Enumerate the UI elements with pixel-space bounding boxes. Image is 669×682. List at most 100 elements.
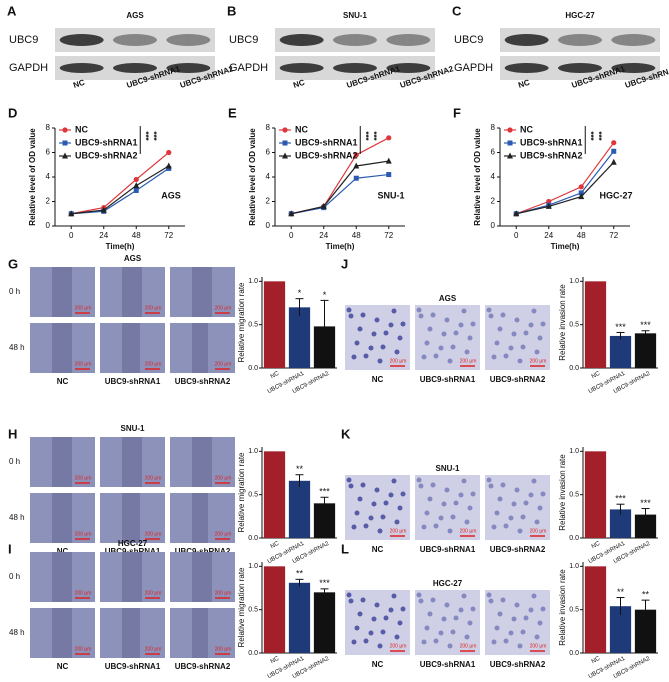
blot-row-label: UBC9 — [229, 34, 258, 46]
cell — [464, 519, 470, 525]
blot-band — [113, 63, 157, 73]
panel-letter: E — [228, 105, 237, 120]
blot-band — [333, 63, 377, 73]
x-tick-label: 72 — [384, 231, 393, 240]
cell — [374, 317, 380, 323]
image-column-label: NC — [372, 375, 384, 384]
y-tick-label: 0.0 — [569, 365, 579, 372]
blot-lane-label: NC — [517, 78, 531, 90]
cell — [494, 340, 500, 346]
significance: *** — [594, 131, 603, 141]
cell — [360, 597, 366, 603]
blot-band — [166, 63, 211, 73]
cell — [388, 607, 394, 613]
cell — [486, 307, 492, 313]
cell — [416, 307, 422, 313]
y-tick-label: 2 — [46, 197, 51, 206]
y-tick-label: 0.0 — [248, 365, 258, 372]
scale-label: 200 μm — [145, 531, 162, 537]
cell — [397, 505, 403, 511]
cell — [540, 321, 546, 327]
cell — [514, 487, 520, 493]
cell — [520, 629, 526, 635]
legend-label: NC — [520, 124, 533, 134]
marker — [165, 162, 172, 169]
cell — [531, 593, 537, 599]
scale-label: 200 μm — [75, 590, 92, 596]
marker — [353, 175, 359, 181]
cell — [348, 313, 354, 319]
cell — [441, 616, 447, 622]
image-title: HGC-27 — [433, 579, 463, 588]
cell — [494, 625, 500, 631]
cell — [470, 491, 476, 497]
cell — [354, 510, 360, 516]
cell — [523, 330, 529, 336]
scale-label: 200 μm — [460, 528, 477, 534]
marker — [578, 193, 585, 200]
significance: ** — [296, 464, 304, 474]
bar — [634, 514, 657, 538]
cell — [528, 322, 534, 328]
cell — [380, 344, 386, 350]
image-title: SNU-1 — [120, 424, 145, 433]
x-tick-label: NC — [270, 541, 281, 551]
cell — [491, 354, 497, 360]
cell — [523, 500, 529, 506]
bar — [609, 335, 632, 368]
wound-gap — [122, 437, 142, 487]
cell — [394, 634, 400, 640]
image-row-label: 0 h — [9, 457, 20, 466]
cell — [461, 593, 467, 599]
blot-title: HGC-27 — [565, 11, 595, 20]
marker — [288, 210, 295, 217]
marker — [282, 152, 288, 159]
cell — [511, 616, 517, 622]
y-tick-label: 6 — [491, 148, 496, 157]
y-tick-label: 0 — [46, 221, 51, 230]
series-line — [71, 152, 170, 215]
y-axis-label: Relative invasion rate — [558, 569, 567, 646]
y-axis-label: Relative level of OD value — [28, 128, 37, 226]
y-tick-label: 1.0 — [569, 563, 579, 570]
cell — [508, 345, 514, 351]
cell — [346, 307, 352, 313]
cell — [461, 308, 467, 314]
cell — [377, 528, 383, 534]
cell — [400, 491, 406, 497]
cell — [346, 477, 352, 483]
bar — [288, 307, 311, 368]
significance: *** — [319, 487, 330, 497]
bar — [634, 609, 657, 653]
cell — [438, 345, 444, 351]
wound-gap — [192, 493, 208, 543]
cell — [368, 345, 374, 351]
cell — [441, 331, 447, 337]
image-row-label: 0 h — [9, 572, 20, 581]
cell — [470, 606, 476, 612]
scale-label: 200 μm — [75, 305, 92, 311]
blot-row-label: UBC9 — [454, 34, 483, 46]
scale-label: 200 μm — [390, 358, 407, 364]
cell — [497, 611, 503, 617]
cell — [458, 322, 464, 328]
legend-label: UBC9-shRNA2 — [75, 150, 138, 160]
cell — [500, 312, 506, 318]
series-line — [71, 167, 170, 215]
scale-label: 200 μm — [145, 590, 162, 596]
panel-letter: H — [8, 426, 17, 441]
series-line — [71, 165, 170, 215]
cell — [528, 492, 534, 498]
significance: *** — [141, 131, 150, 141]
image-column-label: NC — [57, 662, 69, 671]
cell — [494, 510, 500, 516]
cell — [450, 629, 456, 635]
blot-band — [333, 34, 377, 46]
cell — [438, 515, 444, 521]
y-tick-label: 0.5 — [569, 607, 579, 614]
significance: ** — [296, 569, 304, 579]
blot-row-label: GAPDH — [229, 62, 268, 74]
marker — [100, 206, 107, 213]
wound-gap — [192, 323, 208, 373]
cell — [346, 592, 352, 598]
